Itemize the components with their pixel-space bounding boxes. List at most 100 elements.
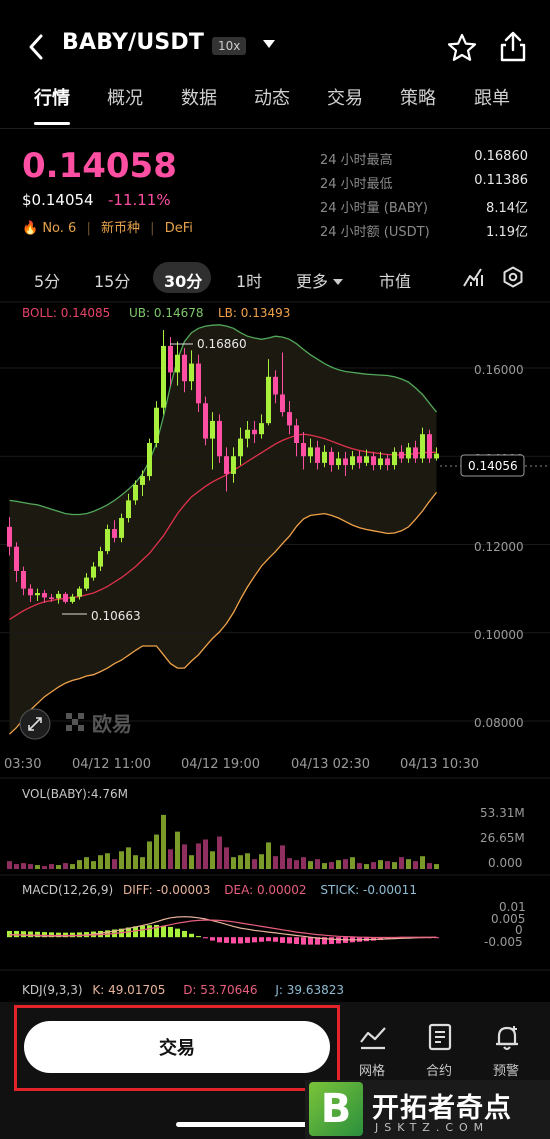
dropdown-caret-icon[interactable] xyxy=(261,36,277,52)
tab-market[interactable]: 行情 xyxy=(34,88,70,109)
tab-overview[interactable]: 概况 xyxy=(107,88,143,109)
interval-5m[interactable]: 5分 xyxy=(34,272,61,291)
candle-body xyxy=(413,447,418,459)
macd-bar xyxy=(133,926,138,938)
candle-body xyxy=(91,566,96,578)
macd-bar xyxy=(308,937,313,945)
volume-bar xyxy=(252,859,257,869)
volume-bar xyxy=(280,845,285,869)
volume-bar xyxy=(315,859,320,869)
candle-body xyxy=(336,458,341,466)
volume-bar xyxy=(210,851,215,869)
macd-bar xyxy=(210,937,215,941)
candle-body xyxy=(238,438,243,457)
macd-bar xyxy=(182,930,187,938)
interval-more[interactable]: 更多 xyxy=(296,268,344,292)
kdj-legend: KDJ(9,3,3) K: 49.01705 D: 53.70646 J: 39… xyxy=(22,983,344,997)
tab-data[interactable]: 数据 xyxy=(181,88,217,109)
candle-body xyxy=(315,447,320,463)
tab-strategy[interactable]: 策略 xyxy=(400,88,436,109)
interval-1h[interactable]: 1时 xyxy=(236,272,263,291)
vol-tick: 0.000 xyxy=(488,856,522,870)
more-caret-icon xyxy=(333,279,344,285)
contract-label[interactable]: 合约 xyxy=(426,1064,453,1079)
tab-news[interactable]: 动态 xyxy=(254,88,290,109)
interval-more-label: 更多 xyxy=(296,272,329,291)
macd-tick: -0.005 xyxy=(484,935,523,949)
macd-bar xyxy=(301,937,306,945)
volume-bar xyxy=(308,861,313,869)
volume-bar xyxy=(238,855,243,869)
candle-body xyxy=(371,456,376,466)
kline-chart[interactable]: BOLL: 0.14085 UB: 0.14678 LB: 0.13493 0.… xyxy=(0,300,550,1002)
stat-high-value: 0.16860 xyxy=(474,149,528,164)
candles xyxy=(7,330,439,604)
stat-volume-label: 24 小时量 (BABY) xyxy=(320,201,428,216)
interval-30m[interactable]: 30分 xyxy=(164,272,203,291)
pair-title[interactable]: BABY/USDT xyxy=(62,30,205,55)
candle-body xyxy=(294,425,299,444)
watermark-logo: B xyxy=(309,1082,363,1136)
volume-bar xyxy=(28,864,33,869)
macd-bar xyxy=(315,937,320,945)
volume-bar xyxy=(224,847,229,869)
indicator-icon[interactable] xyxy=(462,266,484,288)
candle-body xyxy=(7,526,12,547)
y-tick: 0.16000 xyxy=(474,363,524,377)
x-tick: 03:30 xyxy=(4,757,41,772)
alert-label[interactable]: 预警 xyxy=(493,1064,520,1079)
usd-price: $0.14054 xyxy=(22,191,94,209)
watermark-domain: JSKTZ.COM xyxy=(375,1121,490,1134)
volume-bar xyxy=(7,861,12,869)
grid-trading-icon[interactable] xyxy=(358,1022,388,1052)
tab-copy-trading[interactable]: 跟单 xyxy=(474,88,510,109)
volume-bar xyxy=(217,836,222,869)
volume-bar xyxy=(357,863,362,869)
trade-button[interactable]: 交易 xyxy=(24,1021,330,1073)
tag-defi[interactable]: DeFi xyxy=(164,221,193,236)
macd-bar xyxy=(161,925,166,938)
macd-bar xyxy=(189,933,194,938)
stat-turnover-label: 24 小时额 (USDT) xyxy=(320,225,430,240)
bell-alert-icon[interactable] xyxy=(492,1022,522,1052)
macd-bar xyxy=(140,925,145,938)
fullscreen-icon[interactable] xyxy=(19,708,51,740)
star-icon[interactable] xyxy=(446,32,478,64)
tag-new-coin[interactable]: 新币种 xyxy=(101,221,141,236)
candle-body xyxy=(329,451,334,466)
macd-bar xyxy=(238,937,243,944)
interval-15m[interactable]: 15分 xyxy=(94,272,131,291)
x-tick: 04/12 11:00 xyxy=(72,757,151,772)
volume-bar xyxy=(56,865,61,869)
macd-bar xyxy=(231,937,236,944)
volume-bar xyxy=(378,860,383,869)
share-icon[interactable] xyxy=(497,30,529,64)
candle-body xyxy=(392,451,397,466)
volume-bars xyxy=(7,814,439,869)
settings-hex-icon[interactable] xyxy=(502,266,524,288)
contract-icon[interactable] xyxy=(425,1022,455,1052)
price-change: -11.11% xyxy=(108,191,171,209)
macd-legend: MACD(12,26,9) DIFF: -0.00003 DEA: 0.0000… xyxy=(22,883,417,897)
candle-body xyxy=(70,596,75,602)
candle-body xyxy=(98,551,103,567)
candle-body xyxy=(357,456,362,463)
volume-bar xyxy=(147,841,152,869)
macd-bar xyxy=(280,937,285,943)
macd-bar xyxy=(42,932,47,938)
lb-legend: LB: 0.13493 xyxy=(218,306,290,320)
boll-upper-line xyxy=(9,324,438,516)
candle-body xyxy=(168,345,173,373)
tab-trade[interactable]: 交易 xyxy=(327,88,363,109)
volume-legend: VOL(BABY):4.76M xyxy=(22,787,128,801)
x-tick: 04/13 10:30 xyxy=(400,757,479,772)
macd-bar xyxy=(224,937,229,943)
candle-body xyxy=(350,456,355,466)
volume-bar xyxy=(175,831,180,869)
header-bar: BABY/USDT 10x xyxy=(0,0,550,80)
macd-bar xyxy=(329,937,334,945)
back-chevron-icon[interactable] xyxy=(22,30,52,64)
kdj-k-value: K: 49.01705 xyxy=(92,983,165,997)
grid-trading-label[interactable]: 网格 xyxy=(359,1064,386,1079)
interval-market-cap[interactable]: 市值 xyxy=(379,272,412,291)
